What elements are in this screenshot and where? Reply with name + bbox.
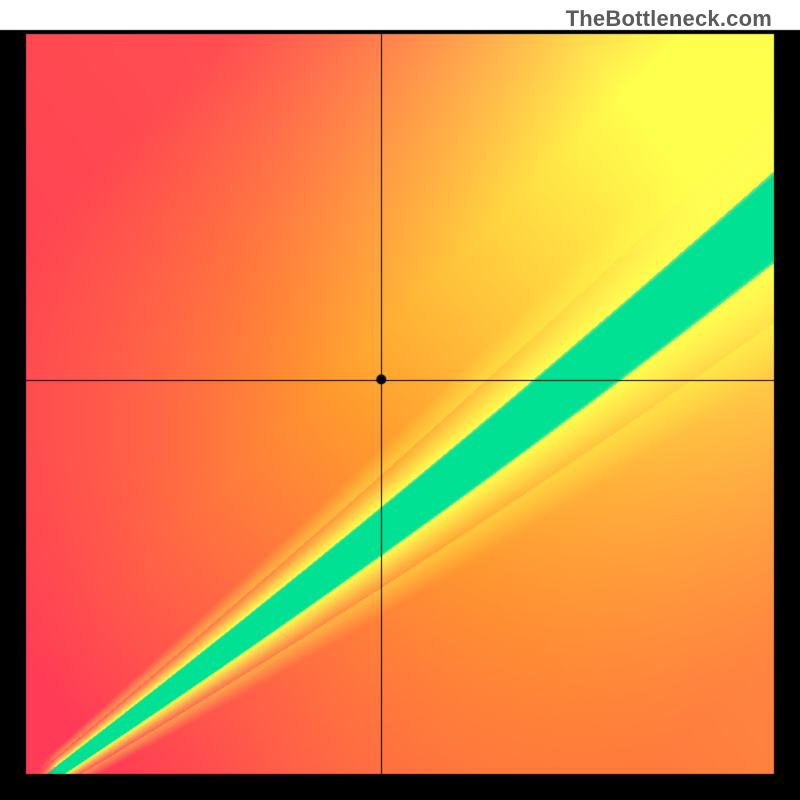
bottleneck-heatmap-canvas <box>0 0 800 800</box>
watermark-text: TheBottleneck.com <box>566 6 772 32</box>
chart-container: TheBottleneck.com <box>0 0 800 800</box>
